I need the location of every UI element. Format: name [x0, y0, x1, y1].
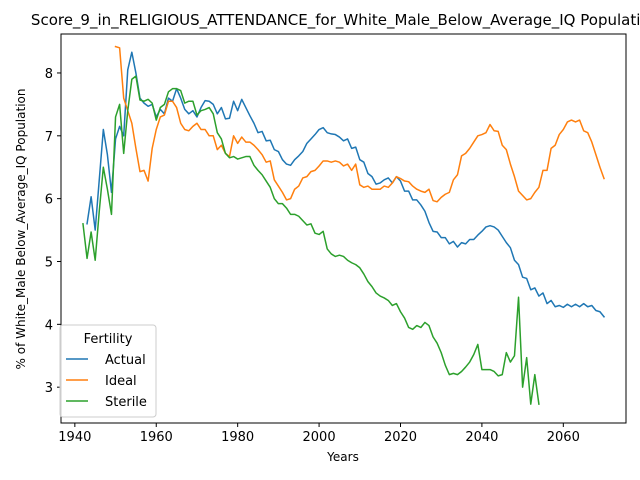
series-line-sterile — [82, 75, 540, 405]
x-axis-label: Years — [326, 450, 359, 464]
legend-label-ideal: Ideal — [105, 374, 137, 389]
legend-entries: Actual Ideal Sterile — [66, 353, 147, 410]
x-tick-label: 1980 — [221, 430, 254, 445]
chart-title: Score_9_in_RELIGIOUS_ATTENDANCE_for_Whit… — [31, 11, 640, 30]
plot-frame — [60, 33, 627, 424]
y-tick-label: 3 — [45, 381, 53, 396]
series-line-actual — [86, 51, 606, 318]
x-tick-label: 2040 — [465, 430, 498, 445]
legend: Fertility Actual Ideal Sterile — [59, 324, 157, 418]
x-tick-label: 2060 — [547, 430, 580, 445]
legend-label-actual: Actual — [105, 353, 146, 368]
plot-layer — [82, 45, 606, 405]
y-axis-ticks: 3 4 5 6 7 8 — [45, 67, 61, 396]
legend-label-sterile: Sterile — [105, 395, 147, 410]
x-tick-label: 2000 — [303, 430, 336, 445]
x-tick-label: 1940 — [58, 430, 91, 445]
y-tick-label: 7 — [45, 130, 53, 145]
x-tick-label: 1960 — [140, 430, 173, 445]
x-axis-ticks: 1940 1960 1980 2000 2020 2040 2060 — [58, 423, 580, 445]
y-tick-label: 4 — [45, 318, 53, 333]
y-axis-label: % of White_Male Below_Average_IQ Populat… — [14, 89, 28, 370]
y-tick-label: 6 — [45, 193, 53, 208]
legend-title: Fertility — [84, 332, 133, 347]
series-line-ideal — [114, 45, 605, 203]
x-tick-label: 2020 — [384, 430, 417, 445]
y-tick-label: 5 — [45, 255, 53, 270]
y-tick-label: 8 — [45, 67, 53, 82]
legend-box — [59, 324, 157, 418]
